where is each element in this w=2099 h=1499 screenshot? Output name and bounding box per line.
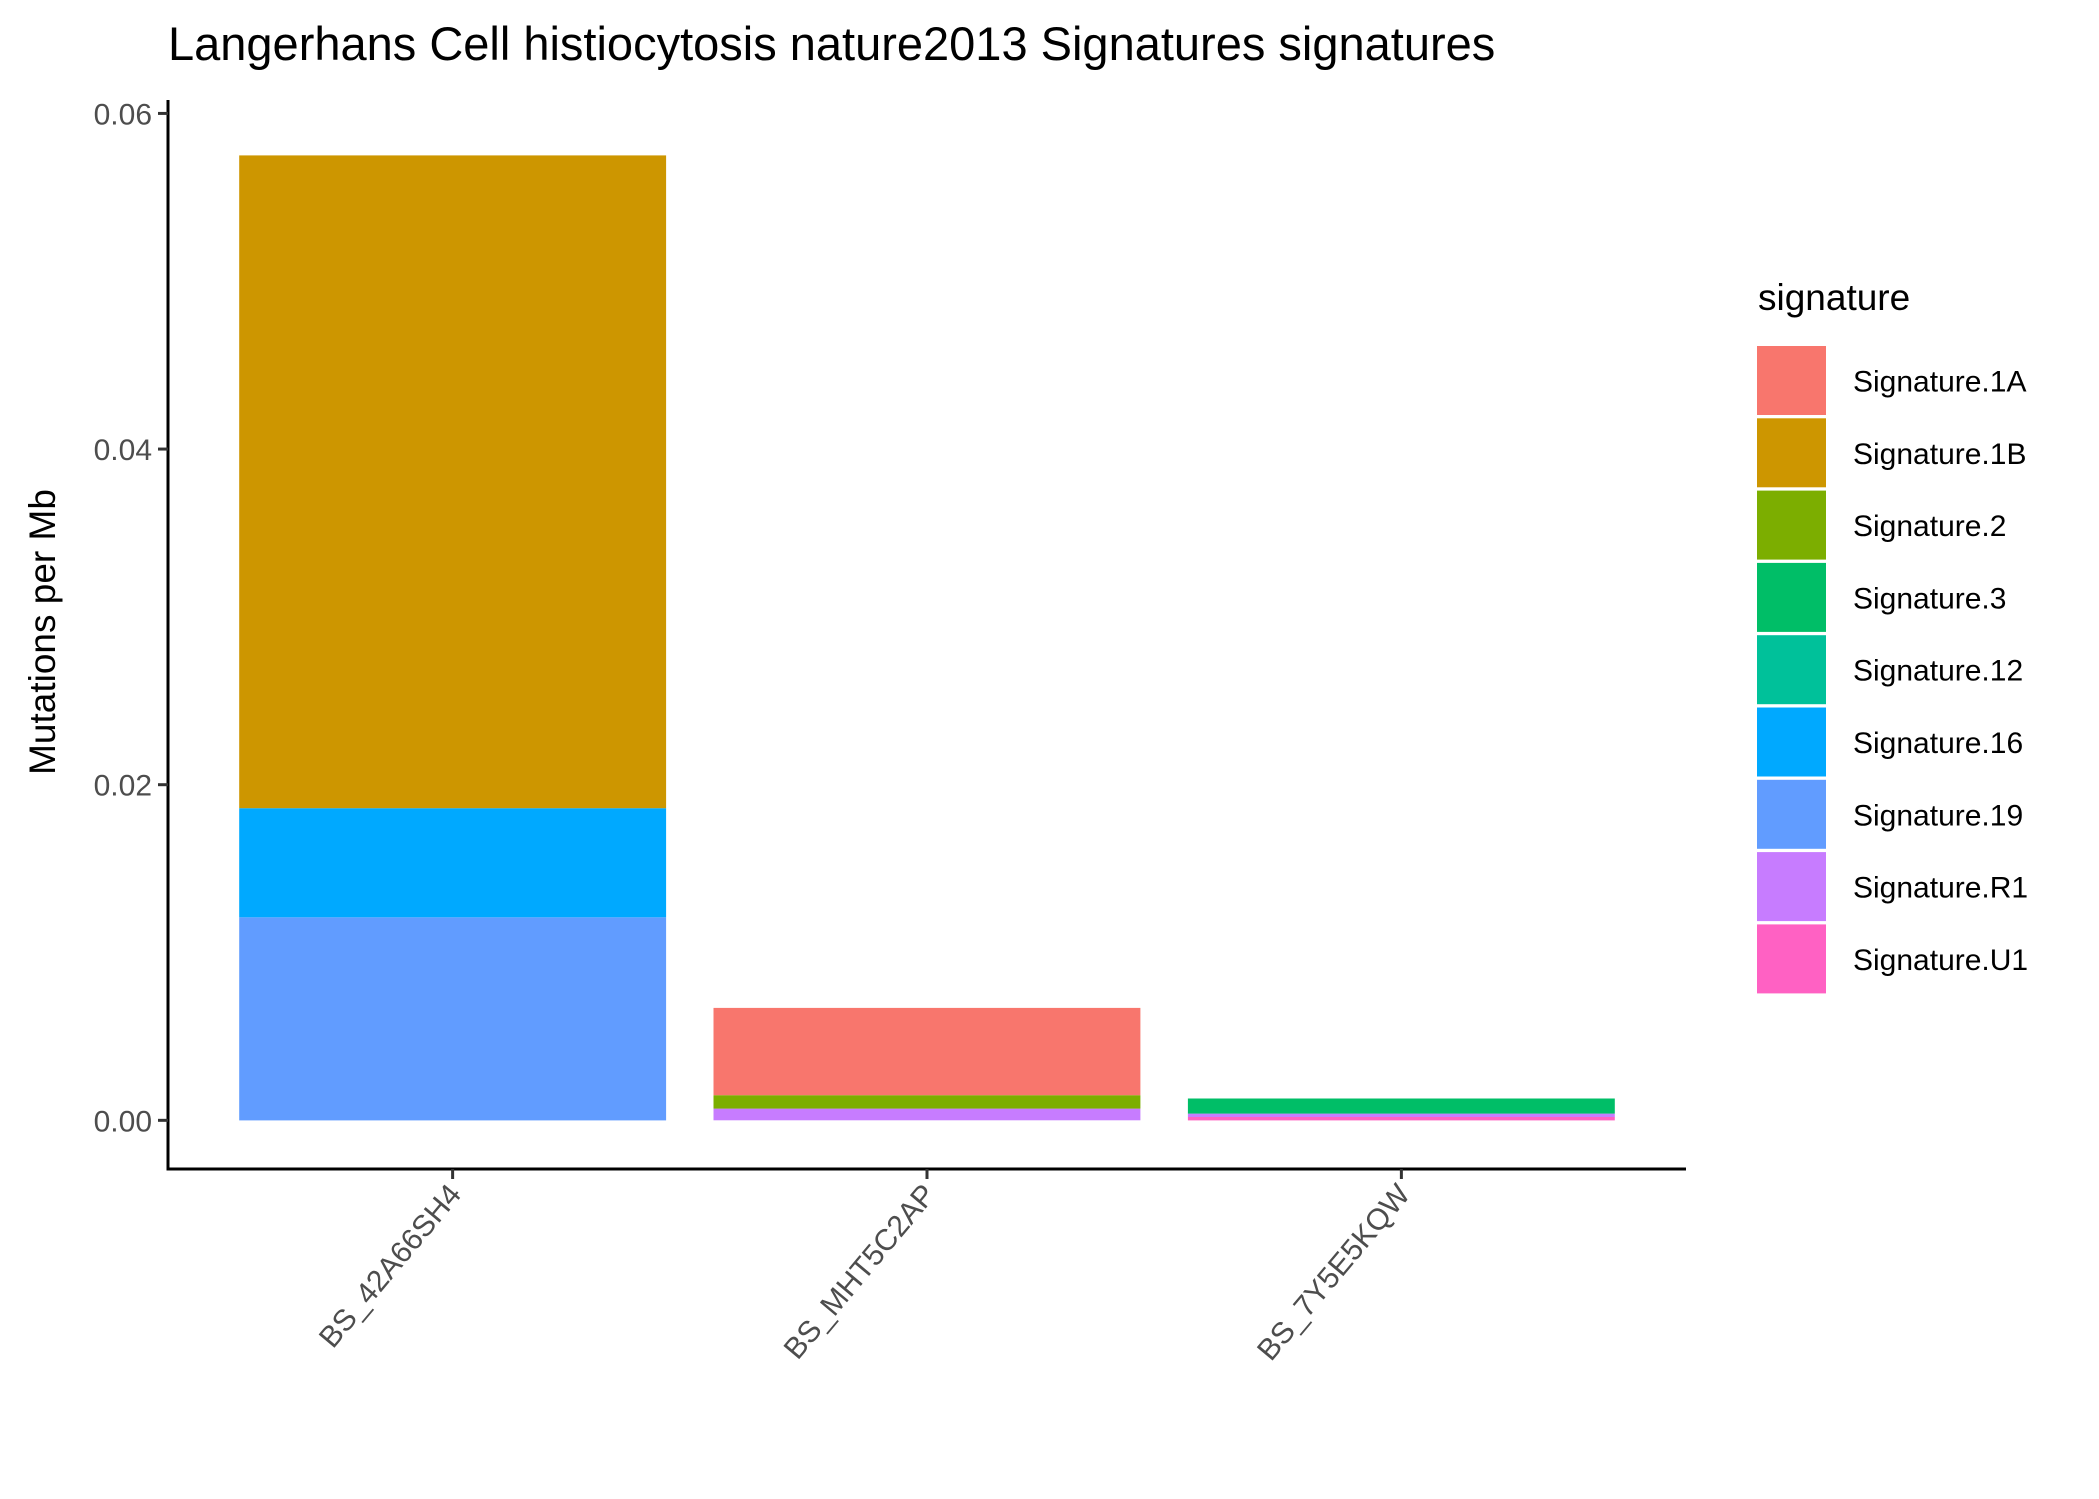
x-tick-label: BS_42A66SH4 <box>313 1178 468 1354</box>
x-tick-label: BS_7Y5E5KQW <box>1251 1178 1417 1367</box>
legend-label-signature-3: Signature.3 <box>1853 582 2006 615</box>
legend-key-signature-19 <box>1757 779 1826 849</box>
legend-label-signature-12: Signature.12 <box>1853 655 2023 688</box>
legend-items: Signature.1A Signature.1B Signature.2 Signa… <box>1757 346 2028 994</box>
legend-label-signature-u1: Signature.U1 <box>1853 944 2028 977</box>
bar-segment-bs-42a66sh4-signature-16 <box>239 808 667 918</box>
plot-bars <box>239 155 1615 1121</box>
y-tick-label: 0.04 <box>94 434 152 467</box>
bar-segment-bs-7y5e5kqw-signature-r1 <box>1187 1113 1615 1117</box>
legend-label-signature-2: Signature.2 <box>1853 510 2006 543</box>
legend-label-signature-1b: Signature.1B <box>1853 438 2026 471</box>
bar-segment-bs-42a66sh4-signature-1b <box>239 155 667 809</box>
x-ticks: BS_42A66SH4 BS_MHT5C2AP BS_7Y5E5KQW <box>313 1169 1417 1367</box>
legend-key-signature-16 <box>1757 707 1826 777</box>
legend-key-signature-1a <box>1757 346 1826 415</box>
bar-segment-bs-mht5c2ap-signature-1a <box>713 1007 1141 1096</box>
chart-title: Langerhans Cell histiocytosis nature2013… <box>168 17 1495 70</box>
bar-segment-bs-7y5e5kqw-signature-3 <box>1187 1098 1615 1114</box>
legend-key-signature-12 <box>1757 635 1826 705</box>
bar-segment-bs-mht5c2ap-signature-2 <box>713 1095 1141 1109</box>
bar-segment-bs-7y5e5kqw-signature-u1 <box>1187 1117 1615 1121</box>
legend-label-signature-r1: Signature.R1 <box>1853 872 2028 905</box>
y-axis-title: Mutations per Mb <box>22 489 63 775</box>
bar-segment-bs-42a66sh4-signature-19 <box>239 917 667 1121</box>
legend-label-signature-1a: Signature.1A <box>1853 366 2026 399</box>
legend-key-signature-1b <box>1757 418 1826 488</box>
legend-key-signature-u1 <box>1757 924 1826 994</box>
y-tick-label: 0.02 <box>94 770 152 803</box>
x-tick-label: BS_MHT5C2AP <box>778 1178 943 1365</box>
legend: signature Signature.1ASignature.1BSignat… <box>1757 277 2028 994</box>
legend-key-signature-3 <box>1757 562 1826 632</box>
y-ticks: 0.00 0.02 0.04 0.06 <box>94 98 168 1138</box>
legend-key-signature-2 <box>1757 490 1826 560</box>
y-tick-label: 0.06 <box>94 98 152 131</box>
bar-segment-bs-mht5c2ap-signature-r1 <box>713 1108 1141 1121</box>
y-tick-label: 0.00 <box>94 1105 152 1138</box>
legend-label-signature-16: Signature.16 <box>1853 727 2023 760</box>
legend-label-signature-19: Signature.19 <box>1853 799 2023 832</box>
legend-title: signature <box>1758 277 1910 318</box>
legend-key-signature-r1 <box>1757 852 1826 922</box>
